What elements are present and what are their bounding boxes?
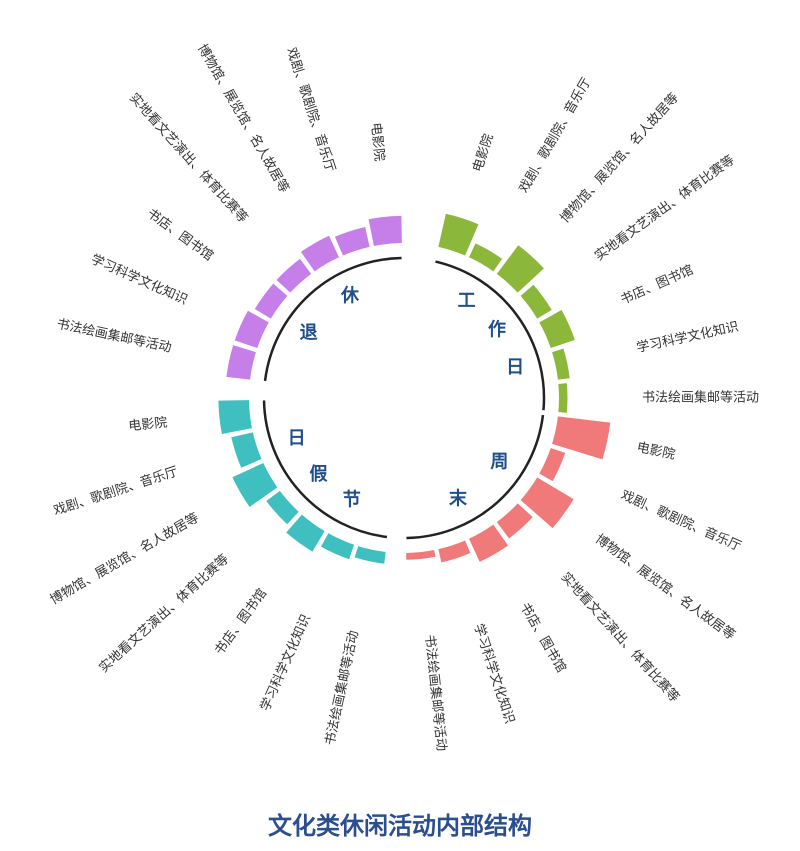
category-label: 学习科学文化知识 xyxy=(257,612,314,714)
bar-3-6 xyxy=(226,345,256,380)
category-label: 书法绘画集邮等活动 xyxy=(421,634,449,752)
group-label-char: 休 xyxy=(340,284,360,306)
category-label: 戏剧、歌剧院、音乐厅 xyxy=(51,463,180,518)
group-label-char: 末 xyxy=(449,488,468,510)
bar-0-3 xyxy=(520,284,552,319)
bar-0-5 xyxy=(552,348,570,380)
bar-3-0 xyxy=(368,215,402,246)
bar-0-6 xyxy=(558,383,568,413)
bar-2-3 xyxy=(266,490,299,525)
group-label-char: 假 xyxy=(310,463,329,485)
category-label: 电影院 xyxy=(128,415,168,434)
category-label: 戏剧、歌剧院、音乐厅 xyxy=(516,75,595,196)
category-labels-layer: 电影院 戏剧、歌剧院、音乐厅博物馆、展览馆、名人故居等实地看文艺演出、体育比赛等书… xyxy=(47,41,759,752)
category-label: 书店、图书馆 xyxy=(517,600,569,675)
category-label: 戏剧、歌剧院、音乐厅 xyxy=(618,487,743,554)
category-label: 书法绘画集邮等活动 xyxy=(55,316,173,356)
chart-title: 文化类休闲活动内部结构 xyxy=(268,812,532,840)
group-label-char: 周 xyxy=(490,451,508,472)
bar-0-1 xyxy=(469,243,503,272)
bar-1-6 xyxy=(406,550,436,560)
bar-1-1 xyxy=(539,447,566,482)
category-label: 书法绘画集邮等活动 xyxy=(642,390,759,406)
bar-1-5 xyxy=(438,540,471,563)
category-label: 戏剧、歌剧院、音乐厅 xyxy=(283,45,338,174)
group-arc-2 xyxy=(262,400,388,539)
category-label: 学习科学文化知识 xyxy=(89,251,191,308)
bar-2-0 xyxy=(218,400,252,435)
category-label: 书店、图书馆 xyxy=(618,263,695,308)
group-label-char: 日 xyxy=(288,428,306,449)
category-label: 电影院 xyxy=(635,440,676,463)
bar-3-5 xyxy=(234,310,269,349)
bar-2-2 xyxy=(232,463,278,507)
bar-2-1 xyxy=(231,432,262,468)
group-label-char: 日 xyxy=(506,357,524,378)
bar-1-3 xyxy=(496,503,533,539)
bar-1-4 xyxy=(469,524,509,562)
category-label: 书法绘画集邮等活动 xyxy=(322,629,362,747)
bars-layer xyxy=(218,213,611,564)
group-label-char: 工 xyxy=(458,291,476,312)
group-arc-0 xyxy=(435,260,546,411)
category-label: 学习科学文化知识 xyxy=(470,622,517,726)
bar-2-6 xyxy=(354,546,386,564)
category-label: 电影院 xyxy=(470,132,496,174)
inner-arcs-layer xyxy=(262,256,546,540)
bar-1-0 xyxy=(552,416,611,460)
radial-bar-chart: 电影院 戏剧、歌剧院、音乐厅博物馆、展览馆、名人故居等实地看文艺演出、体育比赛等书… xyxy=(47,41,759,752)
bar-3-3 xyxy=(276,258,312,293)
bar-1-2 xyxy=(520,477,574,529)
bar-0-4 xyxy=(539,309,575,349)
group-label-char: 作 xyxy=(488,318,506,340)
bar-0-0 xyxy=(438,213,479,256)
group-arc-3 xyxy=(263,256,402,382)
category-label: 学习科学文化知识 xyxy=(635,319,740,356)
bar-2-4 xyxy=(286,514,325,552)
category-label: 电影院 xyxy=(368,122,387,162)
category-label: 书店、图书馆 xyxy=(212,586,270,658)
bar-0-2 xyxy=(496,245,544,293)
bar-3-1 xyxy=(334,226,370,256)
bar-2-5 xyxy=(320,533,355,560)
group-label-char: 节 xyxy=(343,489,361,510)
bar-3-2 xyxy=(300,235,339,272)
category-label: 书店、图书馆 xyxy=(144,206,216,264)
group-arc-1 xyxy=(406,414,545,540)
group-label-char: 退 xyxy=(300,323,318,344)
bar-3-4 xyxy=(254,283,288,319)
